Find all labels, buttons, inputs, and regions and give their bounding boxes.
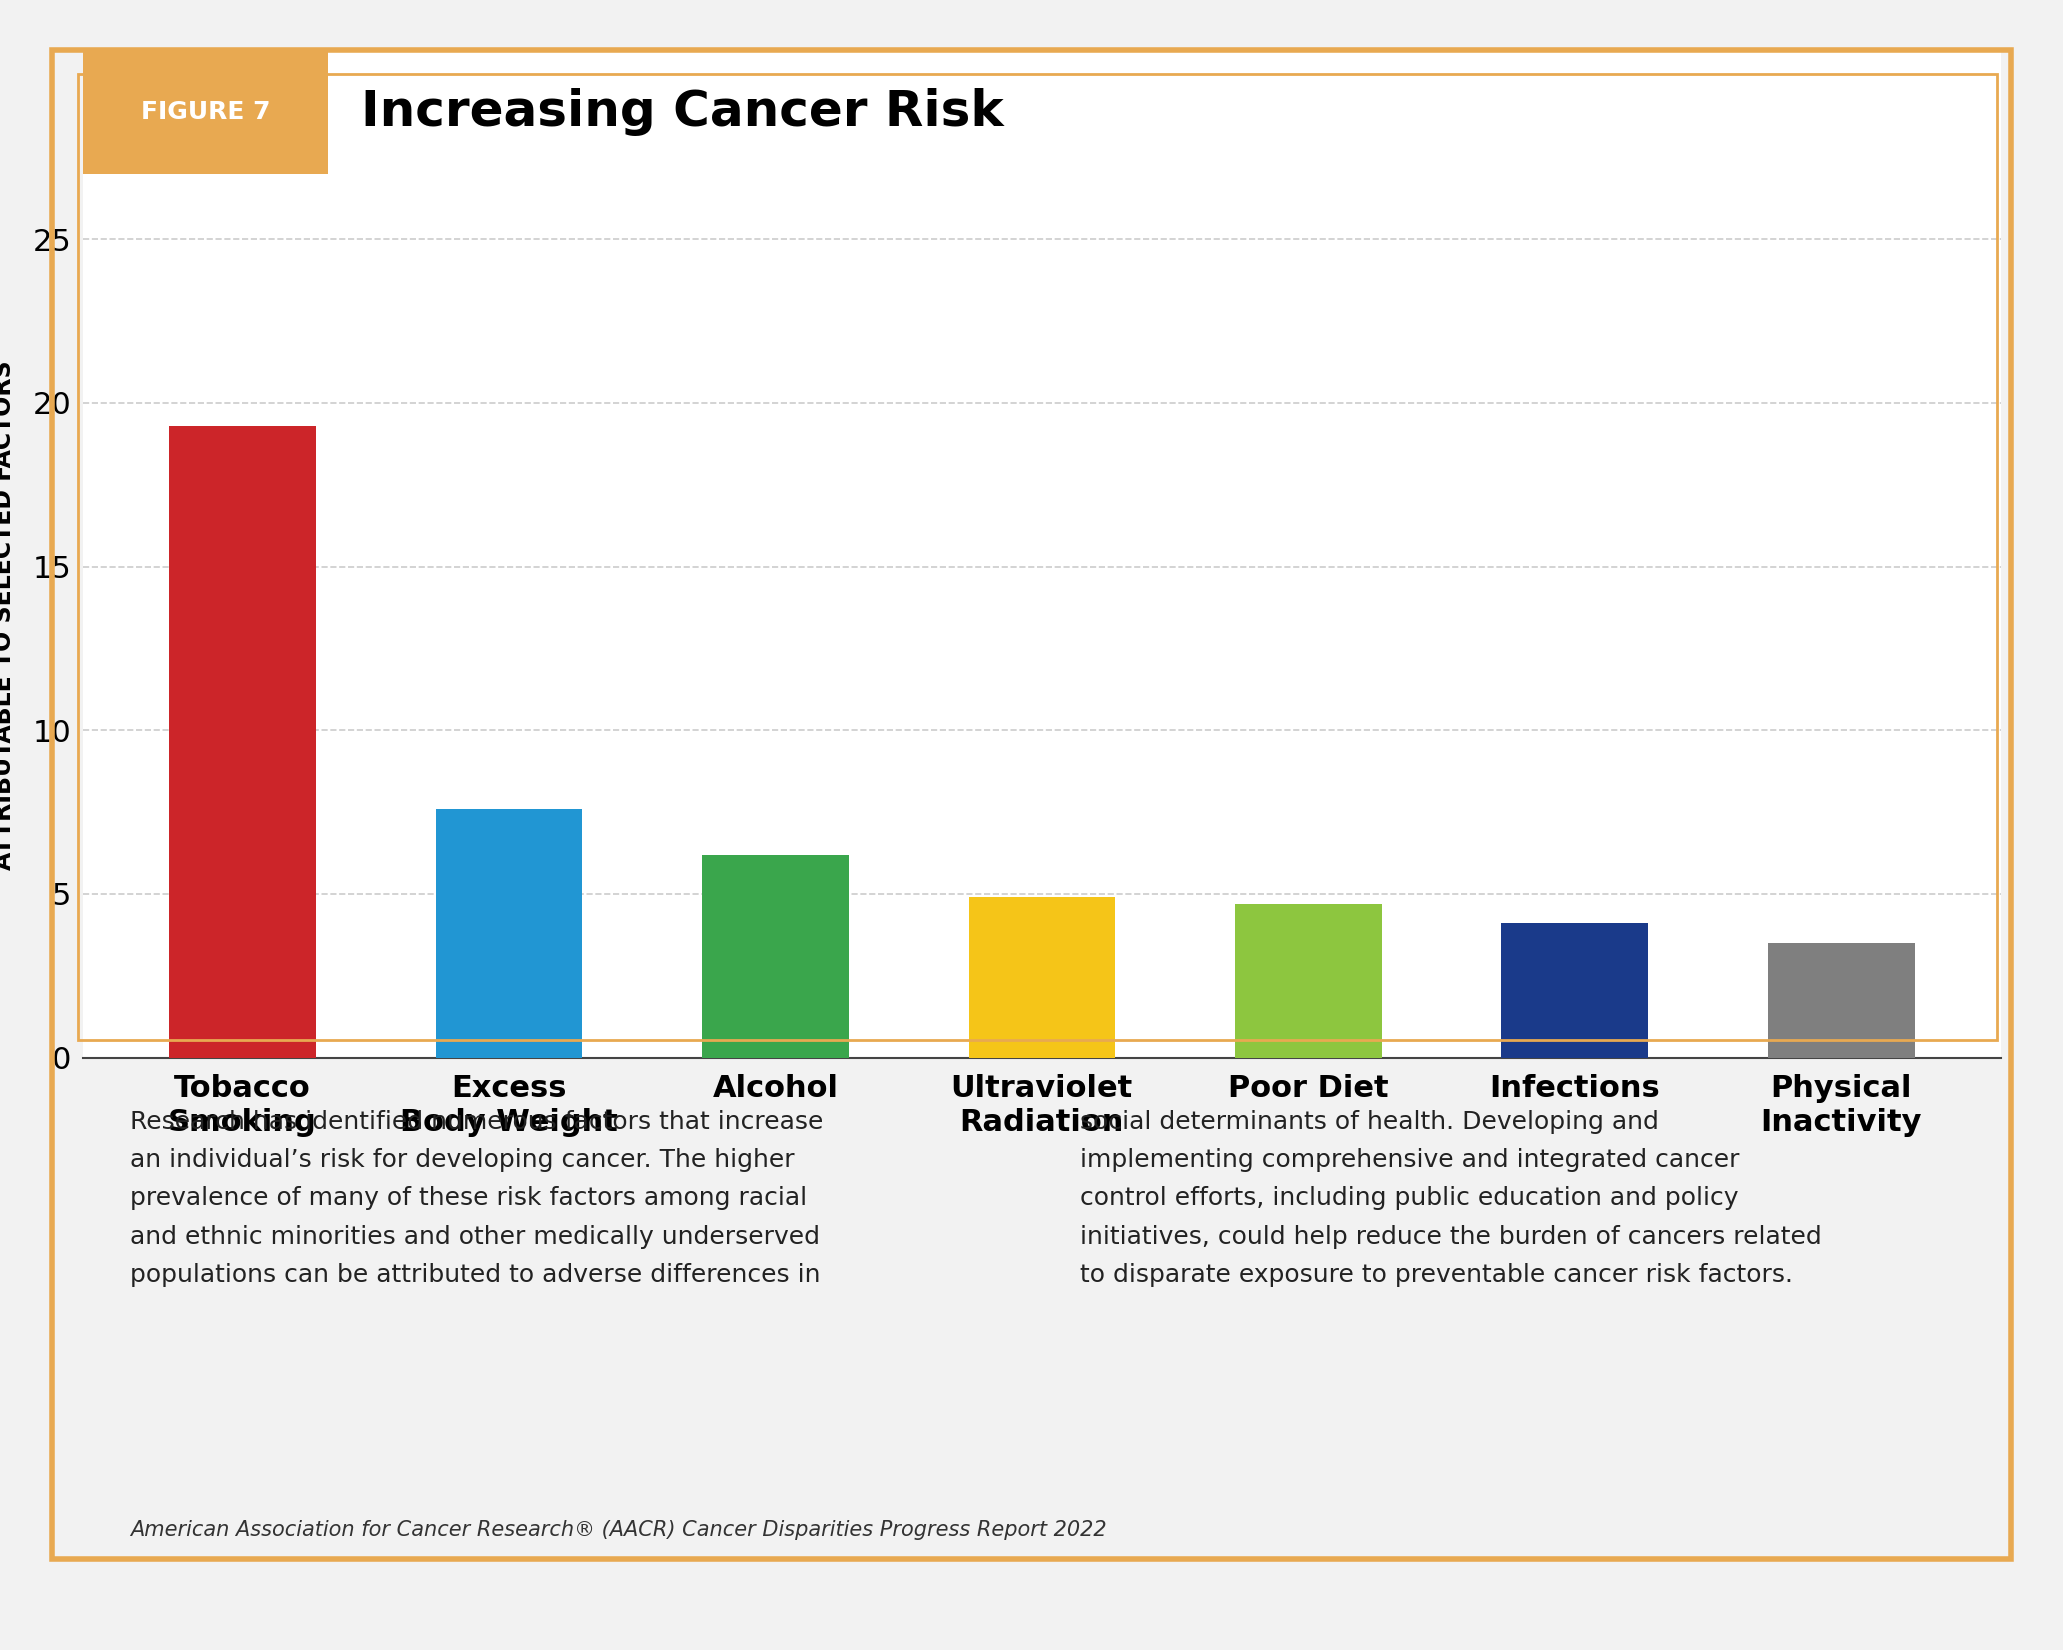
Bar (435, 808, 582, 1058)
Bar (169, 426, 316, 1058)
Bar (1236, 904, 1382, 1058)
Text: social determinants of health. Developing and
implementing comprehensive and int: social determinants of health. Developin… (1081, 1110, 1822, 1287)
Bar (968, 898, 1116, 1058)
Bar (701, 855, 848, 1058)
Text: Research has identified numerous factors that increase
an individual’s risk for : Research has identified numerous factors… (130, 1110, 823, 1287)
Y-axis label: % U.S. CANCER CASES IN ADULTS AGE >30
ATTRIBUTABLE TO SELECTED FACTORS: % U.S. CANCER CASES IN ADULTS AGE >30 AT… (0, 333, 17, 898)
Text: Increasing Cancer Risk: Increasing Cancer Risk (361, 87, 1003, 135)
FancyBboxPatch shape (328, 50, 2001, 173)
Text: FIGURE 7: FIGURE 7 (140, 99, 270, 124)
Bar (1768, 944, 1914, 1058)
Text: American Association for Cancer Research® (AACR) Cancer Disparities Progress Rep: American Association for Cancer Research… (130, 1520, 1108, 1539)
FancyBboxPatch shape (83, 50, 328, 173)
Bar (1502, 924, 1648, 1058)
